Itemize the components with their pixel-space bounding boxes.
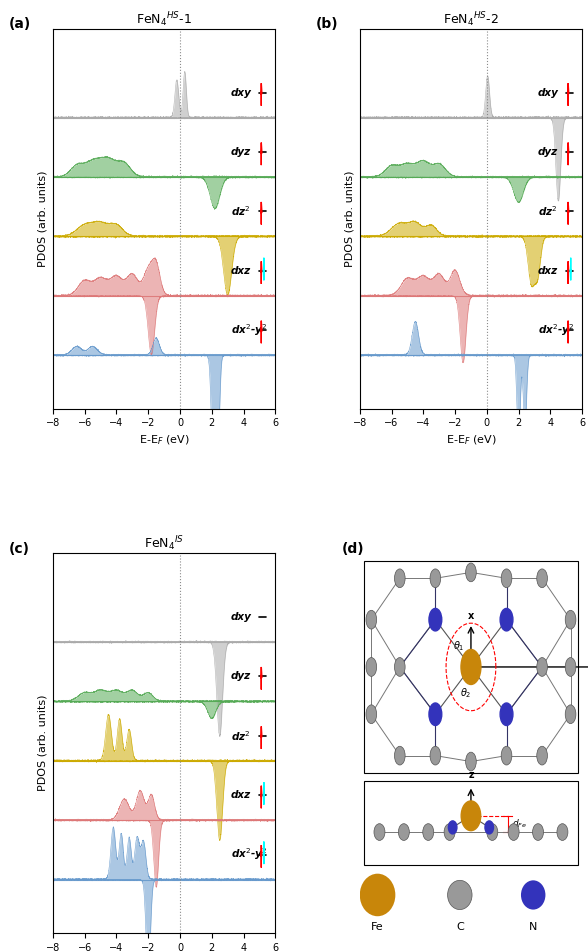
Text: dz$^2$: dz$^2$ — [231, 205, 250, 218]
FancyArrow shape — [263, 258, 265, 280]
Text: dz$^2$: dz$^2$ — [231, 729, 250, 743]
Text: dxz: dxz — [231, 790, 251, 801]
Text: C: C — [456, 922, 464, 932]
FancyArrow shape — [260, 83, 262, 106]
Text: dx$^2$-y$^2$: dx$^2$-y$^2$ — [231, 846, 267, 863]
Text: N: N — [529, 922, 537, 932]
Text: (b): (b) — [315, 17, 338, 31]
Ellipse shape — [500, 703, 513, 725]
FancyArrow shape — [570, 258, 572, 280]
Ellipse shape — [395, 569, 405, 587]
Text: dyz: dyz — [537, 147, 558, 157]
Ellipse shape — [533, 823, 543, 841]
Ellipse shape — [449, 821, 457, 834]
Ellipse shape — [537, 746, 547, 765]
FancyArrow shape — [263, 783, 265, 804]
Ellipse shape — [430, 569, 440, 587]
FancyArrow shape — [567, 321, 569, 344]
Ellipse shape — [447, 881, 472, 909]
Y-axis label: PDOS (arb. units): PDOS (arb. units) — [344, 170, 354, 267]
Text: dxz: dxz — [231, 266, 251, 276]
Ellipse shape — [444, 823, 455, 841]
Ellipse shape — [537, 569, 547, 587]
FancyArrow shape — [260, 667, 262, 689]
Bar — [364, 781, 577, 864]
Ellipse shape — [565, 704, 576, 724]
Text: z: z — [468, 770, 474, 780]
Ellipse shape — [466, 563, 476, 582]
Title: FeN$_4$$^{HS}$-2: FeN$_4$$^{HS}$-2 — [443, 10, 499, 29]
Text: $d_{Fe}$: $d_{Fe}$ — [512, 818, 527, 830]
FancyArrow shape — [260, 143, 262, 165]
Ellipse shape — [557, 823, 568, 841]
Text: $\theta_2$: $\theta_2$ — [460, 686, 472, 701]
Ellipse shape — [485, 821, 493, 834]
Text: dxy: dxy — [537, 88, 559, 98]
Ellipse shape — [374, 823, 385, 841]
Text: $\theta_1$: $\theta_1$ — [453, 639, 465, 653]
Ellipse shape — [521, 881, 546, 909]
Text: (c): (c) — [8, 542, 29, 556]
Ellipse shape — [501, 569, 512, 587]
FancyArrow shape — [567, 261, 569, 284]
X-axis label: E-E$_F$ (eV): E-E$_F$ (eV) — [139, 434, 189, 447]
Ellipse shape — [501, 746, 512, 765]
Text: Fe: Fe — [371, 922, 384, 932]
Title: FeN$_4$$^{HS}$-1: FeN$_4$$^{HS}$-1 — [136, 10, 192, 29]
Ellipse shape — [360, 874, 395, 916]
Text: dyz: dyz — [231, 147, 251, 157]
Ellipse shape — [366, 704, 377, 724]
X-axis label: E-E$_F$ (eV): E-E$_F$ (eV) — [446, 434, 496, 447]
FancyArrow shape — [567, 202, 569, 225]
Text: dx$^2$-y$^2$: dx$^2$-y$^2$ — [537, 323, 574, 338]
Ellipse shape — [487, 823, 498, 841]
Ellipse shape — [395, 658, 405, 676]
Ellipse shape — [366, 610, 377, 629]
FancyArrow shape — [263, 842, 265, 864]
Text: dxy: dxy — [231, 88, 252, 98]
Text: dxy: dxy — [231, 612, 252, 622]
Text: dyz: dyz — [231, 671, 251, 682]
Ellipse shape — [429, 608, 442, 631]
Ellipse shape — [537, 658, 547, 676]
FancyArrow shape — [260, 785, 262, 808]
Y-axis label: PDOS (arb. units): PDOS (arb. units) — [38, 695, 48, 791]
Ellipse shape — [565, 610, 576, 629]
FancyArrow shape — [567, 143, 569, 165]
FancyArrow shape — [260, 726, 262, 749]
FancyArrow shape — [260, 845, 262, 867]
Ellipse shape — [395, 746, 405, 765]
FancyArrow shape — [260, 202, 262, 225]
Ellipse shape — [565, 658, 576, 676]
Text: (a): (a) — [8, 17, 31, 31]
Ellipse shape — [461, 801, 481, 831]
FancyArrow shape — [260, 261, 262, 284]
Ellipse shape — [366, 658, 377, 676]
Ellipse shape — [423, 823, 434, 841]
Title: FeN$_4$$^{IS}$: FeN$_4$$^{IS}$ — [144, 534, 184, 553]
Text: dx$^2$-y$^2$: dx$^2$-y$^2$ — [231, 323, 267, 338]
FancyArrow shape — [567, 83, 569, 106]
Ellipse shape — [466, 752, 476, 771]
Ellipse shape — [398, 823, 409, 841]
Ellipse shape — [430, 746, 440, 765]
Y-axis label: PDOS (arb. units): PDOS (arb. units) — [38, 170, 48, 267]
FancyArrow shape — [260, 321, 262, 344]
Text: x: x — [468, 611, 474, 622]
Text: dxz: dxz — [537, 266, 558, 276]
Bar — [364, 561, 577, 773]
Ellipse shape — [508, 823, 519, 841]
Text: dz$^2$: dz$^2$ — [537, 205, 557, 218]
Ellipse shape — [500, 608, 513, 631]
Text: (d): (d) — [342, 542, 365, 556]
Ellipse shape — [461, 649, 481, 684]
Ellipse shape — [429, 703, 442, 725]
